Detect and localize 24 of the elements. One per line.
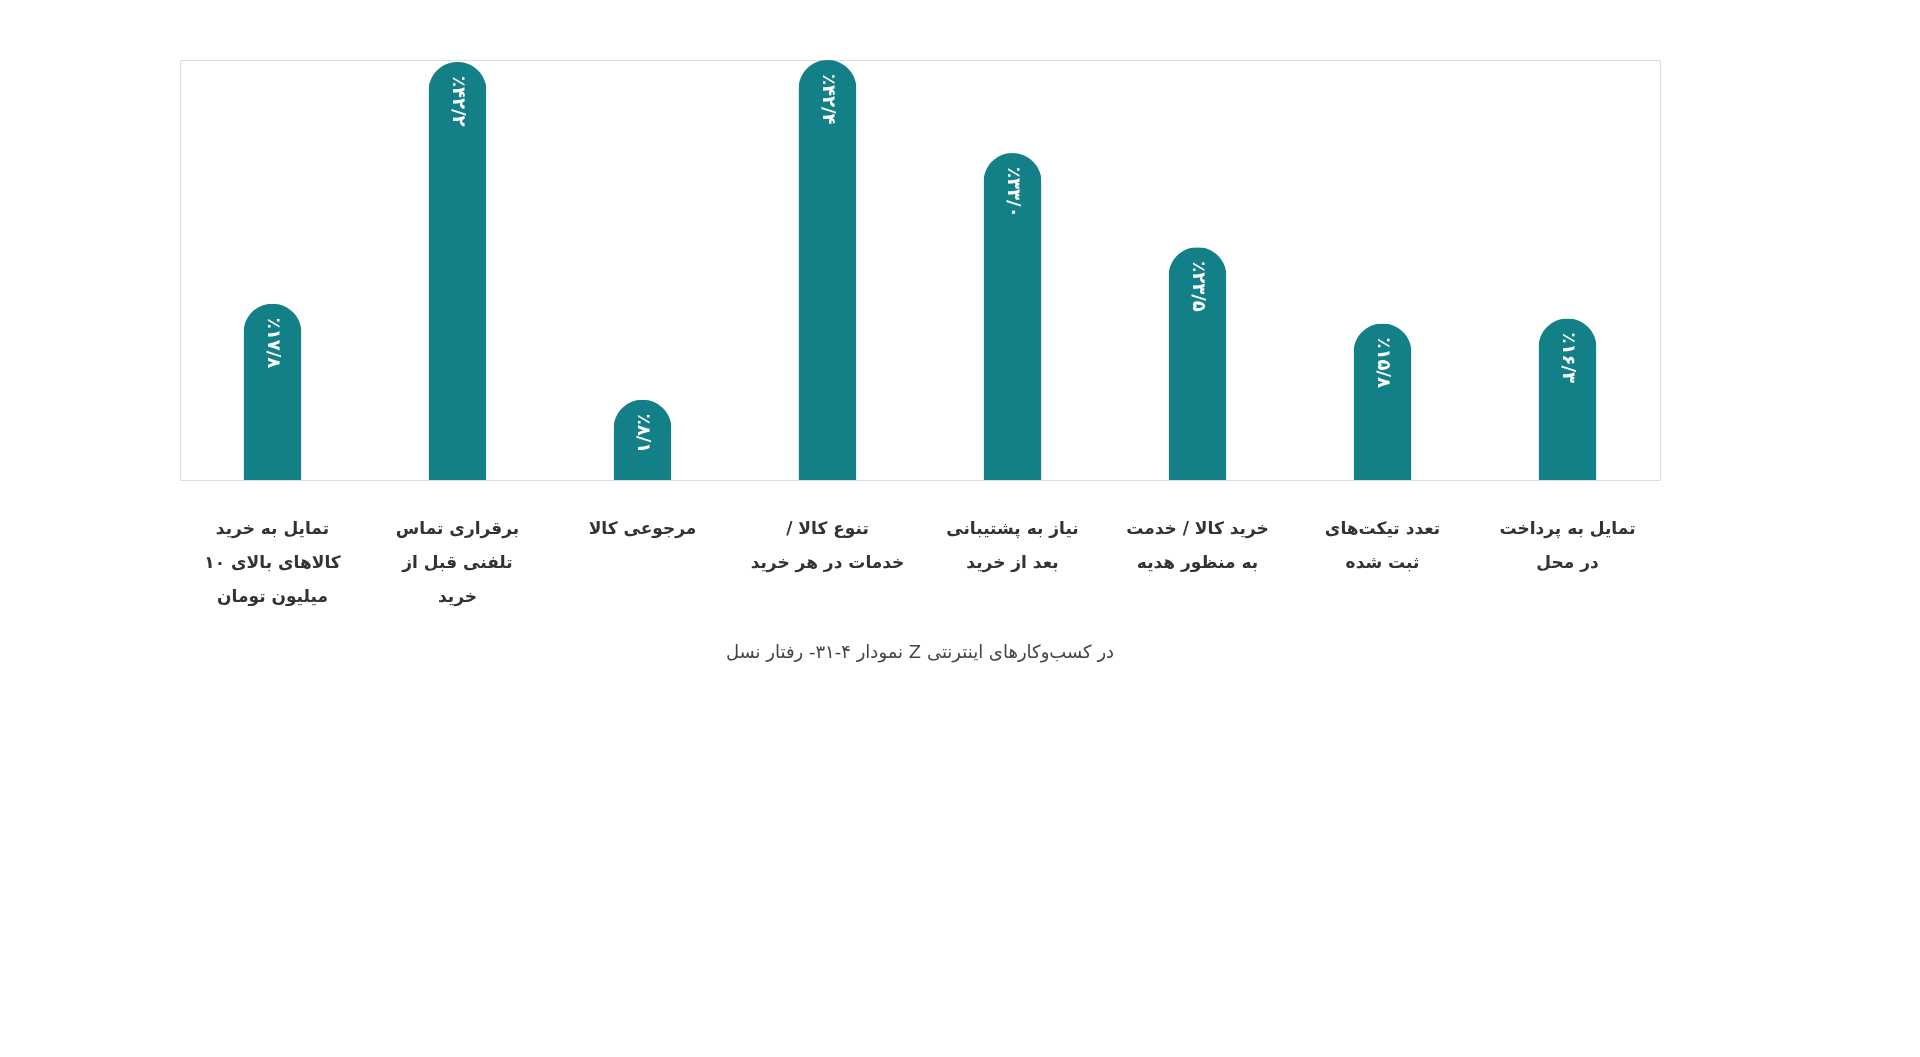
bar xyxy=(1168,247,1227,480)
x-tick-label: مرجوعی کالا xyxy=(588,517,697,539)
data-label: ٪۳۳/۰ xyxy=(1003,167,1025,218)
x-tick-label: خرید کالا / خدمت به منظور هدیه xyxy=(1126,517,1269,573)
text: نمودار ۴-۳۱- رفتار نسل Z در کسب‌وکارهای اینترنتی xyxy=(725,641,1115,663)
data-label: ٪۱۵/۸ xyxy=(1373,337,1395,389)
data-label: ٪۸/۱ xyxy=(633,413,655,454)
bar xyxy=(1353,323,1412,480)
data-label: ٪۲۳/۵ xyxy=(1188,261,1210,312)
bar xyxy=(428,61,487,480)
bar xyxy=(983,153,1042,480)
x-tick-label: تنوع کالا / خدمات در هر خرید xyxy=(750,517,905,573)
bar xyxy=(1538,318,1597,480)
data-label: ٪۱۶/۳ xyxy=(1558,332,1580,384)
x-tick-label: برقراری تماس تلفنی قبل از خرید xyxy=(395,517,520,607)
data-label: ٪۴۲/۴ xyxy=(818,74,840,125)
x-tick-label: نیاز به پشتیبانی بعد از خرید xyxy=(946,517,1079,573)
data-label: ٪۱۷/۸ xyxy=(263,317,285,369)
x-tick-label: تعدد تیکت‌های ثبت شده xyxy=(1324,517,1441,572)
bar xyxy=(798,60,857,480)
bar xyxy=(243,303,302,480)
data-label: ٪۴۲/۲ xyxy=(448,75,470,127)
x-tick-label: تمایل به پرداخت در محل xyxy=(1499,517,1636,572)
x-tick-label: تمایل به خرید کالاهای بالای ۱۰ میلیون تومان xyxy=(204,517,341,607)
